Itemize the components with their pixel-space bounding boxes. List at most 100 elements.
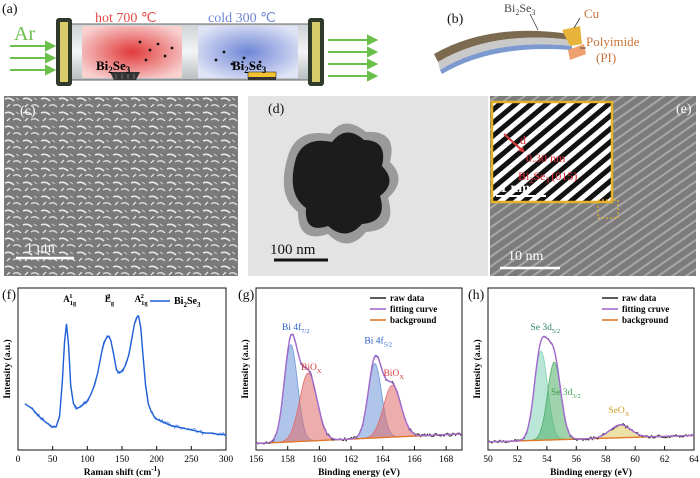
inlet-arrows xyxy=(10,40,57,76)
sem-image: 1 μm xyxy=(4,96,238,276)
substrate-label: Polyimide xyxy=(586,34,640,49)
left-end-cap xyxy=(56,18,72,86)
tem-image: 100 nm xyxy=(248,96,488,276)
x-tick-label: 250 xyxy=(184,455,199,465)
x-axis-label: Raman shift (cm-1) xyxy=(84,465,161,478)
peak-annotation: BiOX xyxy=(383,369,404,381)
film-layer xyxy=(434,30,572,62)
legend-label: Bi2Se3 xyxy=(174,296,201,309)
peak-annotation: Bi 4f7/2 xyxy=(282,322,310,335)
scale-label-c: 1 μm xyxy=(26,241,55,256)
pi-layer xyxy=(438,37,572,70)
x-tick-label: 50 xyxy=(48,455,58,465)
inset-region xyxy=(597,199,619,219)
film-label: Bi2Se3 xyxy=(504,1,535,17)
plot-frame xyxy=(487,287,695,451)
peak-annotation: SeOX xyxy=(608,406,629,418)
d-spacing: 0.30 nm xyxy=(526,151,566,165)
plot-frame xyxy=(17,287,227,451)
x-tick-label: 162 xyxy=(344,455,359,465)
outlet-arrows xyxy=(328,34,379,82)
plot-frame xyxy=(255,287,463,451)
x-tick-label: 58 xyxy=(601,455,611,465)
particle xyxy=(292,132,390,234)
plane-label: Bi2Se3 (015) xyxy=(518,169,577,185)
x-tick-label: 168 xyxy=(439,455,454,465)
furnace-diagram: Ar hot 700 ℃ cold 300 ℃ Bi2Se3 Bi2Se3 xyxy=(10,11,379,86)
x-tick-label: 158 xyxy=(281,455,296,465)
legend-label: fitting cruve xyxy=(622,304,669,314)
component-peak xyxy=(488,350,695,443)
x-tick-label: 164 xyxy=(376,455,391,465)
x-tick-label: 62 xyxy=(660,455,670,465)
x-tick-label: 64 xyxy=(689,455,699,465)
legend-label: raw data xyxy=(622,293,657,303)
vapor-particles xyxy=(138,40,262,68)
x-tick-label: 166 xyxy=(407,455,422,465)
y-axis-label: Intensity (a.u.) xyxy=(2,339,13,398)
device-schematic: Bi2Se3 Cu Polyimide (PI) xyxy=(434,1,640,74)
base-layer xyxy=(440,44,572,74)
source-label: Bi2Se3 xyxy=(96,58,131,75)
component-peak xyxy=(488,361,695,443)
fitting-curve-line xyxy=(488,335,695,443)
y-axis-label: Intensity (a.u.) xyxy=(240,339,251,398)
xps-bi-chart: 156 158 160 162 164 166 168 Intensity (a.u.) raw… xyxy=(240,287,463,478)
y-axis-label: Intensity (a.u.) xyxy=(472,339,483,398)
gas-label: Ar xyxy=(14,23,35,45)
x-tick-label: 54 xyxy=(542,455,552,465)
cold-zone xyxy=(198,26,298,78)
x-tick-label: 200 xyxy=(150,455,165,465)
panel-label-b: (b) xyxy=(447,12,464,27)
peak-annotation: Se 3d3/2 xyxy=(551,388,581,400)
source-boat xyxy=(110,72,140,80)
panel-label-c: (c) xyxy=(20,104,36,119)
peak-annotation: Bi 4f5/2 xyxy=(364,335,392,348)
peak-label: Eg2 xyxy=(105,293,115,307)
x-tick-label: 60 xyxy=(630,455,640,465)
raman-chart: 0 50 100 150 200 250 300 Intensity (a.u.) A1g1 Eg… xyxy=(2,287,234,478)
x-tick-label: 300 xyxy=(219,455,234,465)
legend-label: background xyxy=(622,315,668,325)
scale-label-d: 100 nm xyxy=(270,242,316,258)
electrode-label: Cu xyxy=(584,6,600,21)
peak-annotation: Se 3d5/2 xyxy=(530,323,560,335)
panel-label-g: (g) xyxy=(238,288,255,303)
panel-label-h: (h) xyxy=(468,288,485,303)
peak-label: A1g1 xyxy=(63,293,77,307)
legend-label: background xyxy=(390,315,436,325)
raman-series-line xyxy=(24,314,226,436)
hrtem-image: d 0.30 nm Bi2Se3 (015) 1 nm 10 nm xyxy=(490,96,696,276)
cu-electrode xyxy=(562,26,582,46)
substrate xyxy=(247,71,277,80)
hot-label: hot 700 ℃ xyxy=(95,11,157,26)
x-tick-label: 100 xyxy=(80,455,95,465)
legend-label: raw data xyxy=(390,293,425,303)
xps-se-chart: 50 52 54 56 58 60 62 64 Intensity (a.u.) raw data… xyxy=(472,287,699,478)
hrtem-inset xyxy=(490,100,614,204)
x-tick-label: 52 xyxy=(513,455,523,465)
raman-noise-line xyxy=(31,314,227,437)
panel-label-e: (e) xyxy=(676,102,692,117)
x-tick-label: 50 xyxy=(483,455,493,465)
x-axis-label: Binding energy (eV) xyxy=(318,467,400,478)
x-tick-label: 156 xyxy=(249,455,264,465)
peak-label: A1g2 xyxy=(135,293,149,307)
panel-label-a: (a) xyxy=(2,2,18,17)
fitting-curve-line xyxy=(256,333,463,445)
deposit-label: Bi2Se3 xyxy=(232,58,267,75)
inset-scale-label: 1 nm xyxy=(500,181,530,196)
x-tick-label: 150 xyxy=(115,455,130,465)
legend-label: fitting curve xyxy=(390,304,437,314)
cold-label: cold 300 ℃ xyxy=(208,11,276,26)
x-tick-label: 56 xyxy=(572,455,582,465)
peak-annotation: BiOX xyxy=(301,363,322,375)
d-label: d xyxy=(520,133,526,147)
x-tick-label: 0 xyxy=(16,455,21,465)
x-axis-label: Binding energy (eV) xyxy=(550,467,632,478)
scale-label-e: 10 nm xyxy=(508,249,544,264)
panel-label-f: (f) xyxy=(2,288,16,303)
panel-label-d: (d) xyxy=(268,102,285,117)
x-tick-label: 160 xyxy=(312,455,327,465)
raw-data-line xyxy=(487,336,695,444)
